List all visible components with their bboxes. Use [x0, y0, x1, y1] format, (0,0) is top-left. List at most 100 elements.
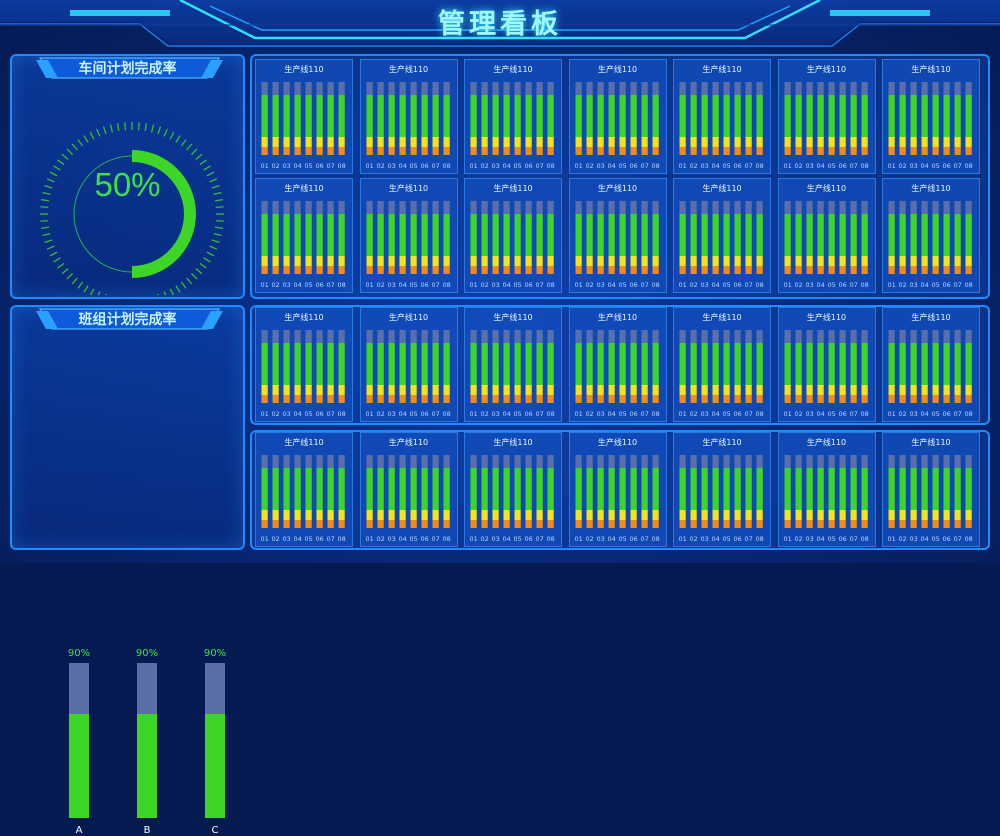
line-bar-yellow [850, 385, 857, 395]
line-card[interactable]: 生产线110 01 02 03 04 05 06 07 08 [673, 59, 771, 174]
line-bar-label: 08 [546, 410, 554, 418]
line-card[interactable]: 生产线110 01 02 03 04 05 06 07 08 [777, 59, 876, 174]
line-bar-label: 06 [838, 281, 846, 289]
line-bar-orange [377, 266, 384, 274]
gauge-tick [83, 135, 89, 143]
gauge-tick [116, 123, 120, 132]
line-bar-green [294, 95, 301, 137]
gauge-tick [199, 262, 207, 269]
line-bar-green [586, 343, 593, 385]
line-bar-orange [630, 520, 637, 528]
gauge-tick [199, 159, 207, 166]
line-bar-green [421, 95, 428, 137]
line-card[interactable]: 生产线110 01 02 03 04 05 06 07 08 [255, 307, 353, 422]
line-bar-orange [839, 520, 846, 528]
line-card[interactable]: 生产线110 01 02 03 04 05 06 07 08 [777, 178, 876, 293]
line-bar-label: 05 [722, 535, 730, 543]
line-bar-orange [366, 520, 373, 528]
line-card[interactable]: 生产线110 01 02 03 04 05 06 07 08 [464, 59, 562, 174]
line-bar-green [839, 343, 846, 385]
line-bar-green [366, 468, 373, 510]
gauge-tick [180, 139, 187, 147]
line-bar-orange [745, 147, 752, 155]
line-bar-orange [932, 395, 939, 403]
line-bar-yellow [547, 385, 554, 395]
line-bar-label: 08 [651, 281, 659, 289]
line-card-title: 生产线110 [284, 65, 324, 74]
line-bar-green [481, 214, 488, 256]
line-bar-green [547, 95, 554, 137]
line-bar-yellow [261, 256, 268, 266]
line-bar-green [690, 343, 697, 385]
line-bar-yellow [536, 385, 543, 395]
line-bar-label: 04 [293, 535, 301, 543]
line-bar-yellow [828, 510, 835, 520]
line-bar-yellow [575, 385, 582, 395]
line-card-chart: 01 02 03 04 05 06 07 08 [365, 330, 450, 418]
line-bar-yellow [921, 510, 928, 520]
line-bar-green [443, 468, 450, 510]
line-card[interactable]: 生产线110 01 02 03 04 05 06 07 08 [568, 59, 667, 174]
line-bar-label: 03 [805, 162, 813, 170]
line-bar-yellow [305, 256, 312, 266]
line-bar-yellow [943, 256, 950, 266]
line-card[interactable]: 生产线110 01 02 03 04 05 06 07 08 [255, 178, 353, 293]
line-bar-green [492, 95, 499, 137]
line-bar-yellow [366, 385, 373, 395]
line-card[interactable]: 生产线110 01 02 03 04 05 06 07 08 [568, 307, 667, 422]
line-bar-green [828, 468, 835, 510]
line-bar-orange [630, 395, 637, 403]
line-bar-orange [679, 395, 686, 403]
line-bar-yellow [575, 510, 582, 520]
line-card[interactable]: 生产线110 01 02 03 04 05 06 07 08 [359, 432, 458, 547]
line-bar-green [888, 468, 895, 510]
line-card[interactable]: 生产线110 01 02 03 04 05 06 07 08 [464, 307, 562, 422]
line-bar-green [283, 468, 290, 510]
line-card[interactable]: 生产线110 01 02 03 04 05 06 07 08 [777, 307, 876, 422]
line-bar-orange [366, 266, 373, 274]
line-card[interactable]: 生产线110 01 02 03 04 05 06 07 08 [882, 178, 980, 293]
line-card[interactable]: 生产线110 01 02 03 04 05 06 07 08 [359, 59, 458, 174]
line-card[interactable]: 生产线110 01 02 03 04 05 06 07 08 [568, 178, 667, 293]
line-card[interactable]: 生产线110 01 02 03 04 05 06 07 08 [673, 432, 771, 547]
line-bar-orange [608, 395, 615, 403]
line-bar-orange [861, 266, 868, 274]
line-bar-green [690, 468, 697, 510]
line-bar-green [932, 214, 939, 256]
line-bar-green [261, 95, 268, 137]
line-card[interactable]: 生产线110 01 02 03 04 05 06 07 08 [464, 432, 562, 547]
line-bar-yellow [784, 137, 791, 147]
line-bar-label: 01 [887, 410, 895, 418]
line-card[interactable]: 生产线110 01 02 03 04 05 06 07 08 [882, 432, 980, 547]
line-card[interactable]: 生产线110 01 02 03 04 05 06 07 08 [359, 307, 458, 422]
line-bar-orange [547, 395, 554, 403]
line-card[interactable]: 生产线110 01 02 03 04 05 06 07 08 [673, 307, 771, 422]
line-card[interactable]: 生产线110 01 02 03 04 05 06 07 08 [882, 59, 980, 174]
line-bar-label: 05 [618, 162, 626, 170]
line-bar-green [338, 95, 345, 137]
line-card[interactable]: 生产线110 01 02 03 04 05 06 07 08 [464, 178, 562, 293]
line-bar-yellow [888, 256, 895, 266]
line-bar-green [272, 468, 279, 510]
line-card[interactable]: 生产线110 01 02 03 04 05 06 07 08 [673, 178, 771, 293]
line-bar-yellow [525, 256, 532, 266]
line-bar-green [679, 343, 686, 385]
line-card[interactable]: 生产线110 01 02 03 04 05 06 07 08 [359, 178, 458, 293]
line-card-title: 生产线110 [493, 438, 533, 447]
line-card[interactable]: 生产线110 01 02 03 04 05 06 07 08 [568, 432, 667, 547]
gauge-tick [213, 232, 222, 237]
line-card[interactable]: 生产线110 01 02 03 04 05 06 07 08 [777, 432, 876, 547]
line-card[interactable]: 生产线110 01 02 03 04 05 06 07 08 [882, 307, 980, 422]
line-bar-yellow [954, 385, 961, 395]
line-bar-yellow [608, 385, 615, 395]
line-bar-yellow [377, 510, 384, 520]
gauge-tick [83, 285, 89, 293]
line-card[interactable]: 生产线110 01 02 03 04 05 06 07 08 [255, 432, 353, 547]
line-bar-yellow [701, 510, 708, 520]
line-bar-green [817, 468, 824, 510]
line-bar-orange [421, 520, 428, 528]
line-bar-yellow [910, 510, 917, 520]
line-bar-yellow [421, 256, 428, 266]
workshop-panel: 车间计划完成率 50% [10, 54, 245, 299]
line-card[interactable]: 生产线110 01 02 03 04 05 06 07 08 [255, 59, 353, 174]
